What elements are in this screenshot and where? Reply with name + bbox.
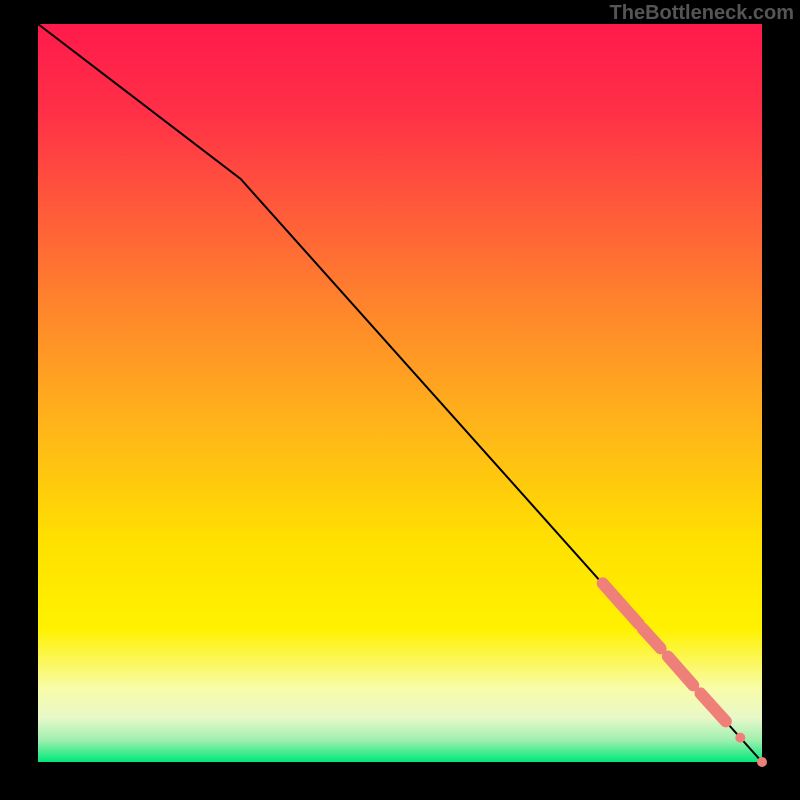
bottleneck-chart	[0, 0, 800, 800]
plot-background	[38, 24, 762, 762]
watermark: TheBottleneck.com	[610, 2, 794, 25]
data-dot	[735, 733, 745, 743]
data-dot	[757, 757, 767, 767]
